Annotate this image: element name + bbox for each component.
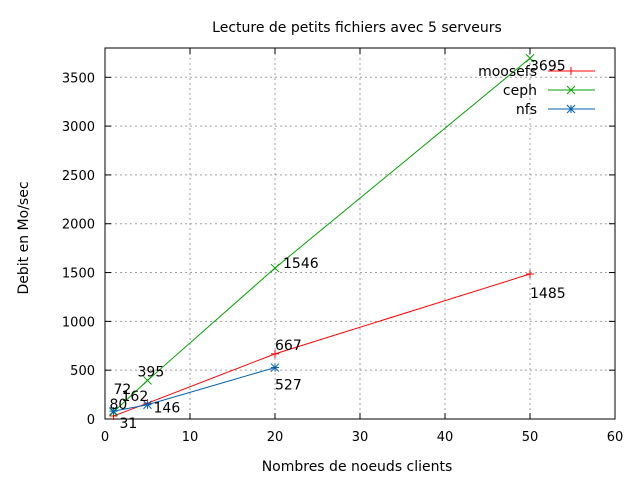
data-label-ceph: 395 bbox=[138, 364, 165, 380]
series-line-moosefs bbox=[113, 273, 531, 417]
legend-marker-ceph bbox=[566, 85, 576, 95]
x-tick-label: 0 bbox=[101, 430, 109, 445]
legend-label-nfs: nfs bbox=[516, 102, 537, 118]
point-ceph bbox=[143, 376, 152, 385]
y-tick-label: 0 bbox=[87, 413, 95, 428]
x-tick-label: 40 bbox=[437, 430, 454, 445]
x-tick-label: 30 bbox=[352, 430, 369, 445]
y-tick-label: 1500 bbox=[62, 267, 95, 282]
data-label-ceph: 1546 bbox=[283, 256, 319, 272]
data-label-ceph: 3695 bbox=[530, 58, 566, 74]
y-tick-label: 500 bbox=[70, 364, 95, 379]
y-tick-label: 3500 bbox=[62, 71, 95, 86]
legend-marker-moosefs bbox=[567, 67, 575, 75]
legend-marker-nfs bbox=[566, 104, 576, 114]
y-axis-label: Debit en Mo/sec bbox=[16, 181, 32, 294]
x-tick-label: 60 bbox=[607, 430, 624, 445]
x-tick-label: 50 bbox=[522, 430, 539, 445]
y-tick-label: 2000 bbox=[62, 218, 95, 233]
point-nfs bbox=[143, 400, 152, 410]
point-ceph bbox=[270, 263, 280, 273]
data-label-nfs: 527 bbox=[275, 378, 302, 394]
legend-label-ceph: ceph bbox=[503, 83, 537, 99]
x-tick-label: 20 bbox=[267, 430, 284, 445]
data-label-nfs: 80 bbox=[110, 397, 128, 413]
point-nfs bbox=[109, 406, 118, 416]
x-tick-label: 10 bbox=[182, 430, 199, 445]
legend-label-moosefs: moosefs bbox=[478, 64, 537, 80]
x-axis-label: Nombres de noeuds clients bbox=[262, 459, 453, 475]
y-tick-label: 1000 bbox=[62, 315, 95, 330]
point-moosefs bbox=[271, 349, 279, 358]
chart-title: Lecture de petits fichiers avec 5 serveu… bbox=[212, 20, 502, 36]
data-label-moosefs: 1485 bbox=[530, 286, 566, 302]
series-line-ceph bbox=[113, 57, 531, 413]
y-tick-label: 2500 bbox=[62, 169, 95, 184]
point-moosefs bbox=[526, 270, 534, 279]
point-nfs bbox=[270, 363, 280, 372]
point-ceph bbox=[525, 53, 535, 63]
data-label-moosefs: 162 bbox=[122, 389, 149, 405]
data-label-nfs: 146 bbox=[154, 401, 181, 417]
data-label-moosefs: 31 bbox=[120, 416, 138, 432]
y-tick-label: 3000 bbox=[62, 120, 95, 135]
data-label-moosefs: 667 bbox=[275, 338, 302, 354]
data-label-ceph: 72 bbox=[114, 382, 132, 398]
